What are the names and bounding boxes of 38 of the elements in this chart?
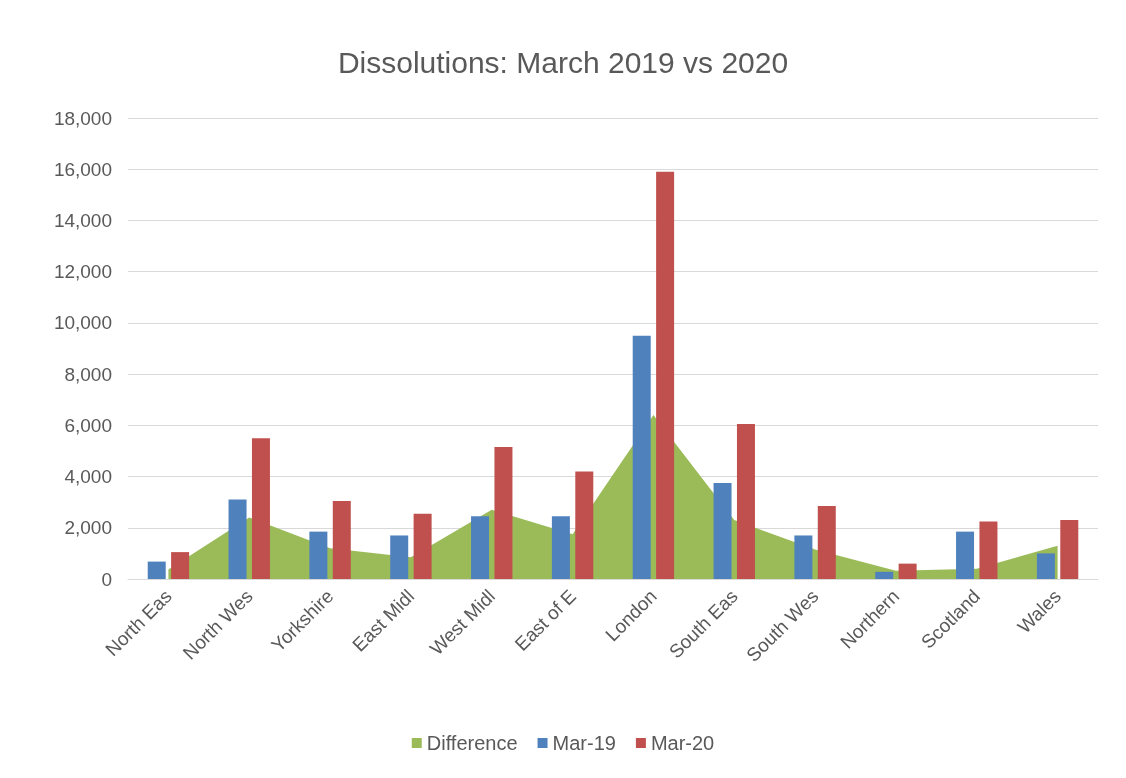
y-tick-label: 6,000 — [64, 414, 112, 436]
bar — [794, 535, 813, 579]
bar — [632, 335, 651, 579]
bar — [471, 516, 490, 579]
y-tick-label: 0 — [101, 568, 112, 590]
bar — [713, 482, 732, 579]
y-tick-label: 2,000 — [64, 517, 112, 539]
bar — [171, 552, 190, 579]
legend-label: Mar-20 — [650, 732, 715, 754]
bar — [736, 424, 755, 579]
bar — [656, 171, 675, 579]
bar — [1060, 520, 1079, 579]
bar — [1036, 553, 1055, 579]
bar — [147, 561, 166, 579]
bar — [390, 535, 409, 579]
bar — [575, 471, 594, 579]
chart-title: Dissolutions: March 2019 vs 2020 — [337, 45, 789, 79]
bar — [979, 521, 998, 579]
y-tick-label: 10,000 — [53, 312, 112, 334]
bar — [494, 447, 513, 579]
bar — [956, 531, 975, 579]
bar — [332, 500, 351, 579]
y-tick-label: 12,000 — [53, 261, 112, 283]
y-tick-label: 8,000 — [64, 363, 112, 385]
bar — [251, 438, 270, 579]
bar — [898, 563, 917, 579]
y-tick-label: 16,000 — [53, 158, 112, 180]
bar — [817, 506, 836, 579]
bar — [413, 513, 432, 579]
y-tick-label: 4,000 — [64, 466, 112, 488]
bar — [228, 499, 247, 579]
legend-label: Mar-19 — [552, 732, 616, 754]
y-tick-label: 18,000 — [53, 107, 112, 129]
y-tick-label: 14,000 — [53, 209, 112, 231]
bar — [875, 571, 894, 579]
bar — [551, 516, 570, 579]
bar — [309, 531, 328, 579]
legend-label: Difference — [426, 732, 518, 754]
